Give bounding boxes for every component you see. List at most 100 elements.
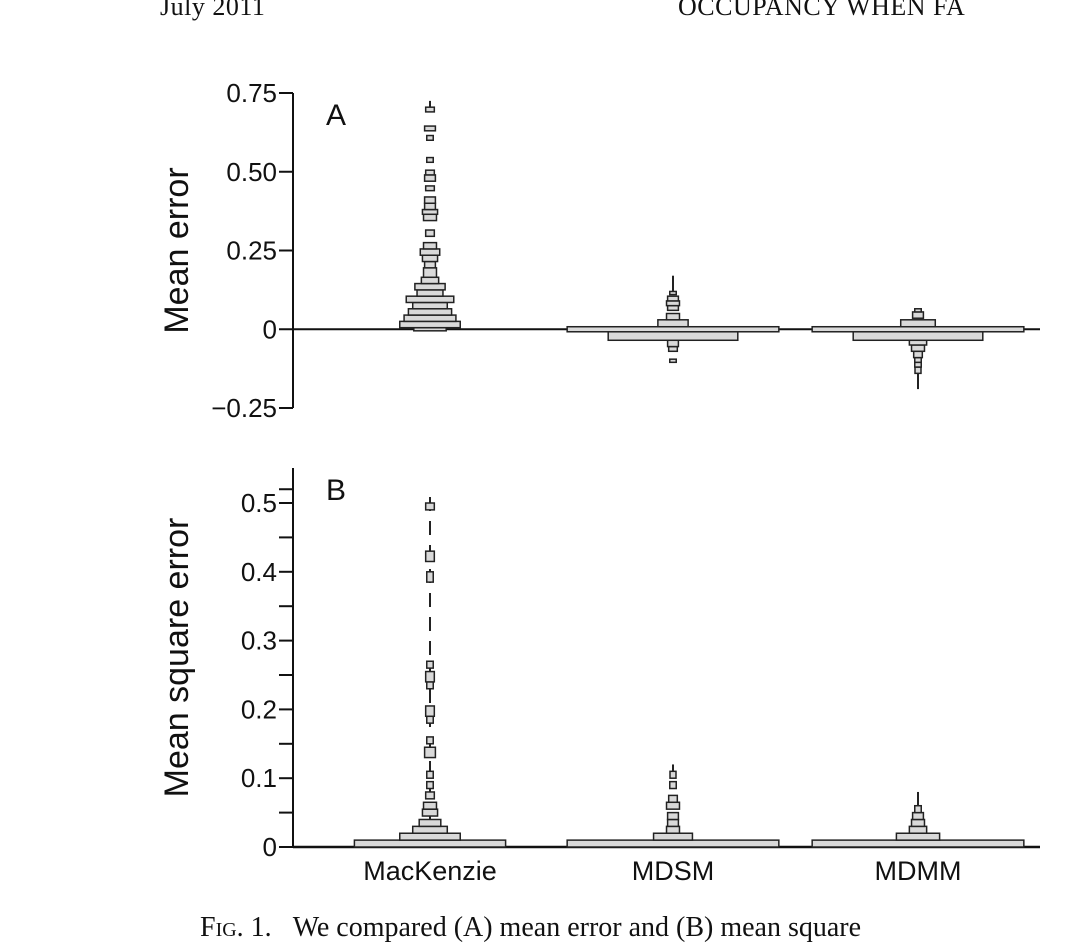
series-mdsm (566, 275, 780, 364)
letter-value-box (914, 366, 922, 375)
y-tick-label: 0 (263, 314, 277, 344)
letter-value-box (353, 839, 507, 848)
letter-value-box (421, 254, 439, 263)
x-category-label: MacKenzie (363, 856, 497, 886)
y-tick-label: −0.25 (211, 393, 277, 423)
letter-value-box (666, 811, 680, 821)
y-tick-label: 0.1 (241, 763, 277, 793)
letter-value-box (669, 780, 677, 790)
letter-value-box (423, 260, 437, 269)
letter-value-box (426, 736, 434, 745)
running-head: July 2011 OCCUPANCY WHEN FA (0, 0, 1066, 22)
panel-b (279, 468, 1040, 849)
letter-value-box (914, 804, 922, 814)
y-axis-label: Mean square error (158, 518, 196, 798)
letter-value-box (403, 314, 457, 323)
letter-value-box (910, 818, 926, 828)
letter-value-box (426, 780, 434, 790)
letter-value-box (811, 839, 1025, 848)
letter-value-box (414, 282, 446, 291)
letter-value-box (426, 660, 434, 669)
letter-value-box (426, 715, 434, 724)
letter-value-box (426, 134, 434, 141)
letter-value-box (899, 319, 937, 328)
letter-value-box (669, 358, 677, 364)
figure-caption: Fig. 1. We compared (A) mean error and (… (200, 912, 861, 944)
letter-value-box (422, 213, 438, 222)
panel-a (279, 92, 1040, 409)
letter-value-box (416, 289, 444, 297)
y-tick-label: 0.75 (226, 78, 277, 108)
y-tick-label: 0.4 (241, 557, 277, 587)
letter-value-box (911, 311, 925, 319)
figure-boxplots: 0.75 0.50 0.25 0 −0.25 Mean error A 0.5 0.4 0.3 0.… (158, 78, 1040, 886)
running-head-title: OCCUPANCY WHEN FA (678, 0, 966, 21)
letter-value-box (908, 825, 928, 834)
letter-value-box (423, 196, 437, 204)
letter-value-box (911, 811, 925, 821)
letter-value-box (566, 325, 780, 333)
caption-fig-label: Fig. 1. (200, 912, 272, 943)
letter-value-box (423, 746, 437, 759)
letter-value-box (405, 295, 455, 304)
letter-value-box (607, 331, 739, 342)
series-mdmm (811, 308, 1025, 390)
series-mdmm (811, 791, 1025, 848)
letter-value-box (426, 681, 434, 690)
letter-value-box (665, 312, 681, 321)
letter-value-box (666, 339, 680, 348)
x-category-label: MDMM (875, 856, 962, 886)
letter-value-box (811, 325, 1025, 333)
letter-value-box (424, 502, 436, 511)
letter-value-box (669, 770, 677, 779)
letter-value-box (666, 818, 680, 828)
y-tick-label: 0.50 (226, 157, 277, 187)
letter-value-box (399, 832, 461, 841)
letter-value-box (422, 241, 438, 250)
panel-label: B (326, 474, 346, 507)
letter-value-box (422, 801, 438, 810)
panel-label: A (326, 99, 346, 132)
y-tick-label: 0.5 (241, 488, 277, 518)
letter-value-box (910, 344, 926, 353)
letter-value-box (912, 350, 924, 359)
letter-value-box (424, 550, 436, 563)
letter-value-box (423, 174, 437, 182)
series-mackenzie (399, 100, 461, 332)
letter-value-box (424, 705, 436, 718)
letter-value-box (665, 825, 681, 834)
running-head-date: July 2011 (160, 0, 266, 21)
letter-value-box (914, 308, 922, 313)
letter-value-box (669, 290, 677, 296)
caption-text: We compared (A) mean error and (B) mean … (292, 912, 862, 943)
letter-value-box (418, 818, 442, 828)
letter-value-box (666, 295, 680, 302)
letter-value-box (665, 801, 681, 810)
x-category-label: MDSM (632, 856, 715, 886)
letter-value-box (399, 320, 461, 329)
letter-value-box (426, 770, 434, 779)
letter-value-box (411, 301, 449, 310)
y-tick-label: 0 (263, 832, 277, 862)
series-mackenzie (353, 489, 507, 848)
letter-value-box (424, 106, 436, 113)
series-mdsm (566, 764, 780, 848)
letter-value-box (895, 832, 941, 841)
letter-value-box (424, 229, 436, 238)
letter-value-box (426, 571, 434, 583)
letter-value-box (652, 832, 694, 841)
y-tick-label: 0.2 (241, 694, 277, 724)
letter-value-box (667, 794, 679, 804)
letter-value-box (424, 169, 436, 176)
letter-value-box (426, 156, 434, 164)
letter-value-box (424, 185, 436, 192)
letter-value-box (419, 248, 441, 256)
letter-value-box (422, 267, 438, 279)
letter-value-box (566, 839, 780, 848)
y-tick-label: 0.3 (241, 626, 277, 656)
letter-value-box (420, 276, 440, 285)
letter-value-box (424, 791, 436, 800)
letter-value-box (423, 125, 437, 132)
letter-value-box (411, 825, 449, 834)
letter-value-box (424, 670, 436, 683)
